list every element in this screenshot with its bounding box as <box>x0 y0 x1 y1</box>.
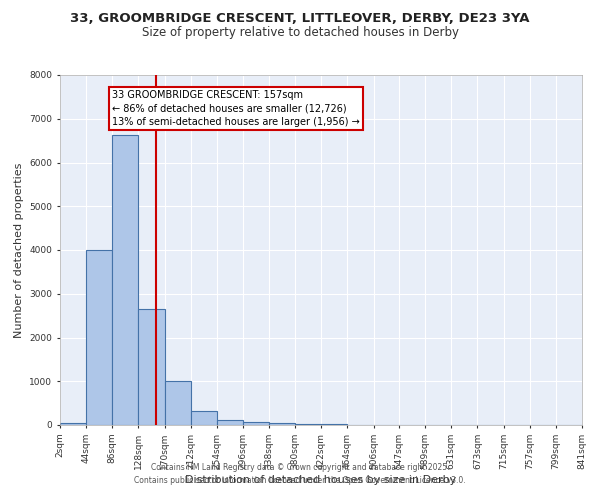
Text: 33, GROOMBRIDGE CRESCENT, LITTLEOVER, DERBY, DE23 3YA: 33, GROOMBRIDGE CRESCENT, LITTLEOVER, DE… <box>70 12 530 26</box>
Text: Contains public sector information licensed under the Open Government Licence v3: Contains public sector information licen… <box>134 476 466 485</box>
Text: 33 GROOMBRIDGE CRESCENT: 157sqm
← 86% of detached houses are smaller (12,726)
13: 33 GROOMBRIDGE CRESCENT: 157sqm ← 86% of… <box>112 90 360 126</box>
Bar <box>269 423 295 425</box>
Bar <box>164 381 191 425</box>
Bar <box>60 423 86 425</box>
Bar <box>295 424 322 425</box>
Text: Contains HM Land Registry data © Crown copyright and database right 2025.: Contains HM Land Registry data © Crown c… <box>151 464 449 472</box>
Bar <box>217 420 243 425</box>
Y-axis label: Number of detached properties: Number of detached properties <box>14 162 24 338</box>
X-axis label: Distribution of detached houses by size in Derby: Distribution of detached houses by size … <box>185 474 457 484</box>
Bar <box>86 250 112 425</box>
Bar <box>139 309 164 425</box>
Text: Size of property relative to detached houses in Derby: Size of property relative to detached ho… <box>142 26 458 39</box>
Bar <box>191 410 217 425</box>
Bar <box>243 422 269 425</box>
Bar <box>322 424 347 425</box>
Bar <box>112 134 139 425</box>
